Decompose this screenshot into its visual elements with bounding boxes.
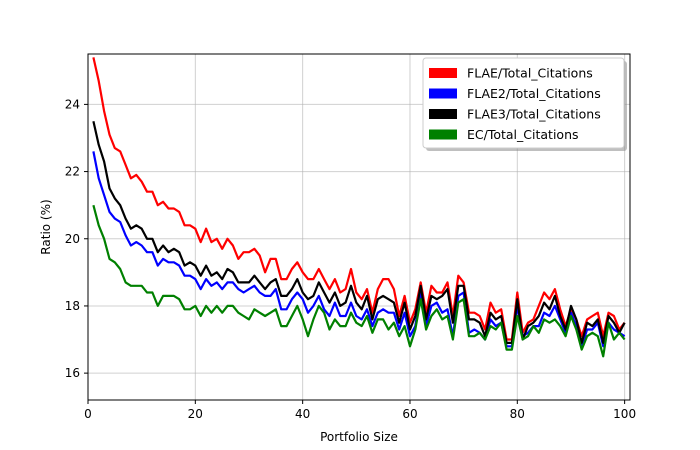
x-axis-ticks: 0 20 40 60 80 100 xyxy=(84,400,636,421)
legend: FLAE/Total_Citations FLAE2/Total_Citation… xyxy=(422,57,627,151)
legend-swatch xyxy=(429,88,457,99)
legend-label: FLAE/Total_Citations xyxy=(467,66,593,81)
legend-box xyxy=(422,57,625,149)
y-tick-label: 24 xyxy=(65,97,80,111)
x-tick-label: 40 xyxy=(295,407,310,421)
legend-items: FLAE/Total_Citations FLAE2/Total_Citation… xyxy=(429,66,601,142)
y-axis-ticks: 16 18 20 22 24 xyxy=(65,97,88,380)
legend-swatch xyxy=(429,68,457,78)
series-line-2 xyxy=(92,151,626,348)
series-line-3 xyxy=(92,120,626,344)
series-line-4 xyxy=(92,204,626,358)
x-tick-label: 80 xyxy=(510,407,525,421)
x-tick-label: 100 xyxy=(613,407,636,421)
plot-frame xyxy=(87,53,631,401)
series-line-1 xyxy=(92,57,626,341)
y-tick-label: 20 xyxy=(65,232,80,246)
y-tick-label: 18 xyxy=(65,299,80,313)
y-tick-label: 16 xyxy=(65,366,80,380)
legend-label: FLAE3/Total_Citations xyxy=(467,107,601,122)
x-tick-label: 20 xyxy=(188,407,203,421)
x-tick-label: 0 xyxy=(84,407,92,421)
series-lines xyxy=(92,57,626,358)
x-tick-label: 60 xyxy=(402,407,417,421)
y-tick-label: 22 xyxy=(65,165,80,179)
legend-label: EC/Total_Citations xyxy=(467,127,579,142)
legend-swatch xyxy=(429,129,457,140)
legend-label: FLAE2/Total_Citations xyxy=(467,86,601,101)
y-axis-title: Ratio (%) xyxy=(39,199,53,254)
legend-swatch xyxy=(429,109,457,119)
x-axis-title: Portfolio Size xyxy=(320,430,398,444)
